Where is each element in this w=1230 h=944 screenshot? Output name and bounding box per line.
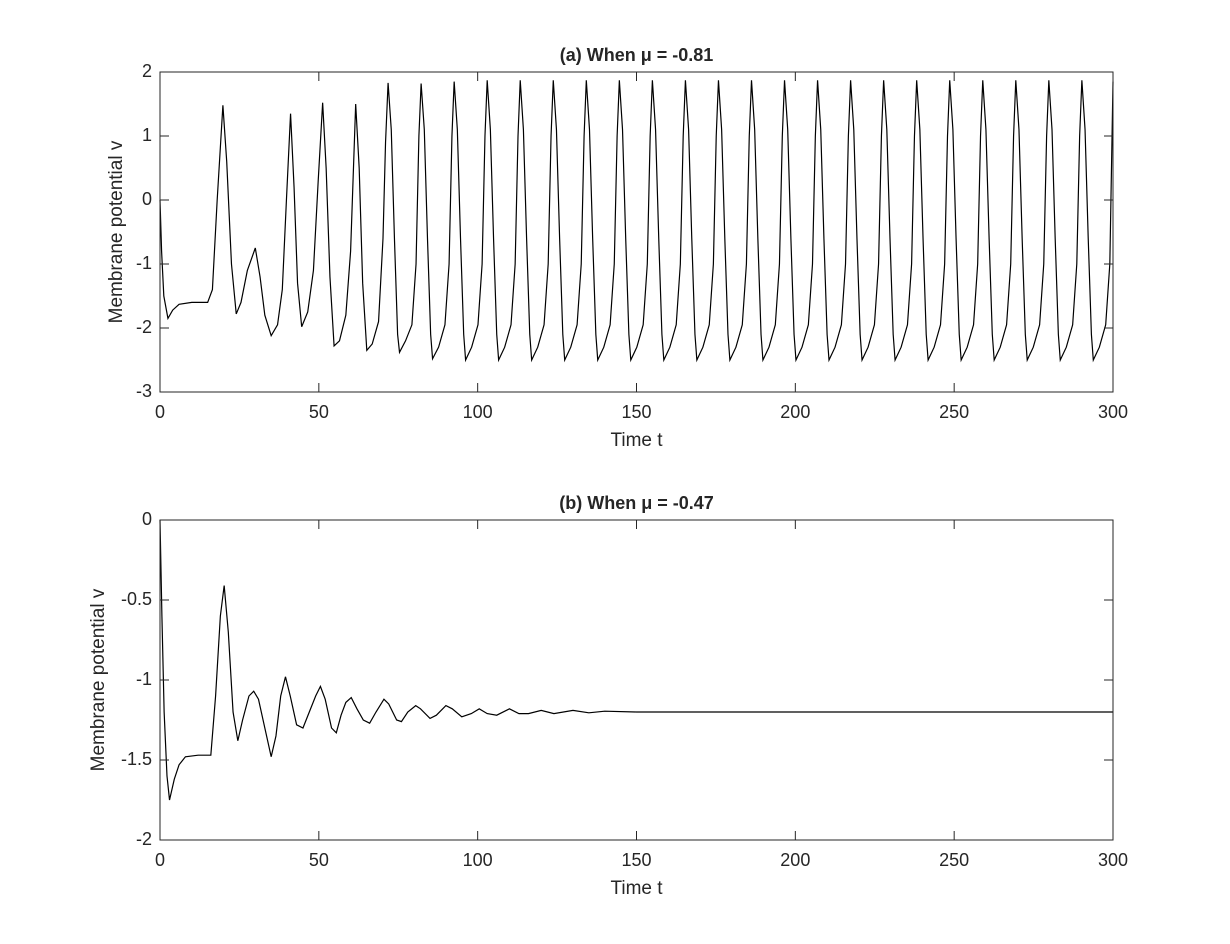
data-line xyxy=(159,80,1114,363)
x-tick-label: 300 xyxy=(1098,850,1128,870)
x-tick-label: 100 xyxy=(463,402,493,422)
y-axis-label: Membrane potential v xyxy=(106,140,127,323)
x-axis-label: Time t xyxy=(610,430,663,451)
x-tick-label: 250 xyxy=(939,850,969,870)
axes-background xyxy=(160,520,1113,840)
x-tick-label: 200 xyxy=(780,850,810,870)
x-tick-label: 100 xyxy=(463,850,493,870)
data-line xyxy=(159,519,1113,801)
chart-title: (a) When μ = -0.81 xyxy=(560,45,714,65)
x-tick-label: 150 xyxy=(621,402,651,422)
y-tick-label: -1.5 xyxy=(121,749,152,769)
y-tick-label: 0 xyxy=(142,189,152,209)
x-tick-label: 250 xyxy=(939,402,969,422)
y-tick-label: -1 xyxy=(136,253,152,273)
x-tick-label: 150 xyxy=(621,850,651,870)
y-tick-label: 0 xyxy=(142,509,152,529)
y-tick-label: -3 xyxy=(136,381,152,401)
y-axis-label: Membrane potential v xyxy=(88,588,109,771)
x-tick-label: 50 xyxy=(309,402,329,422)
x-tick-label: 300 xyxy=(1098,402,1128,422)
x-tick-label: 0 xyxy=(155,850,165,870)
y-tick-label: -2 xyxy=(136,829,152,849)
x-tick-label: 200 xyxy=(780,402,810,422)
y-tick-label: -1 xyxy=(136,669,152,689)
axes-background xyxy=(160,72,1113,392)
y-tick-label: 1 xyxy=(142,125,152,145)
x-tick-label: 50 xyxy=(309,850,329,870)
y-tick-label: -2 xyxy=(136,317,152,337)
y-tick-label: 2 xyxy=(142,61,152,81)
x-axis-label: Time t xyxy=(610,878,663,899)
y-tick-label: -0.5 xyxy=(121,589,152,609)
chart-title: (b) When μ = -0.47 xyxy=(559,493,714,513)
x-tick-label: 0 xyxy=(155,402,165,422)
